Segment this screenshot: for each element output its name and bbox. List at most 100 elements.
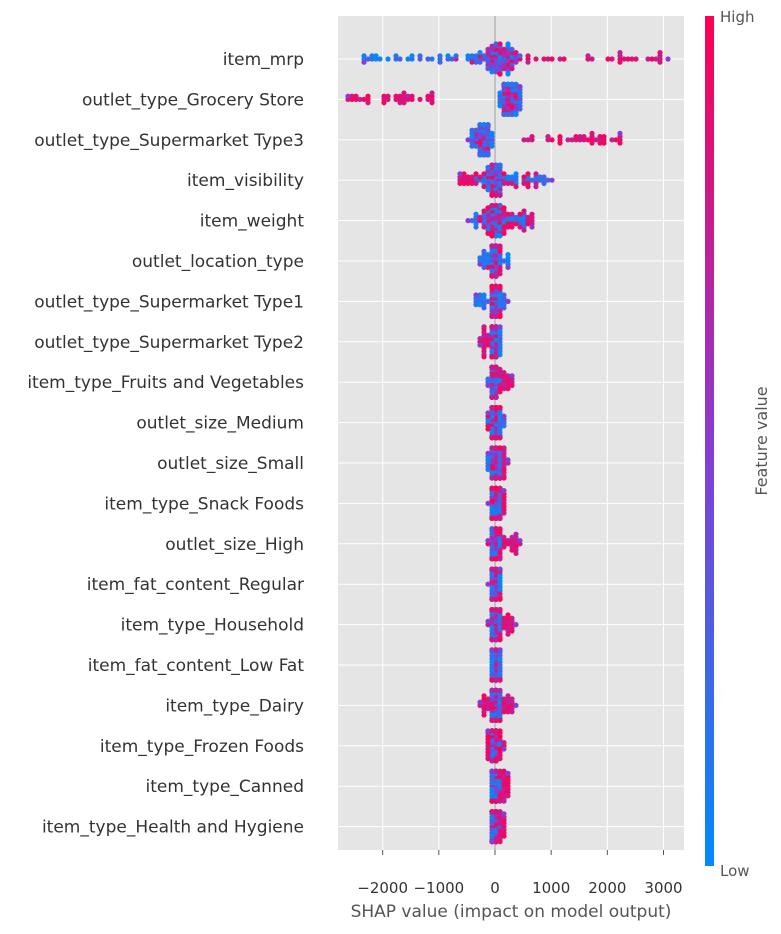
shap-point bbox=[509, 81, 515, 87]
shap-point bbox=[493, 768, 499, 774]
shap-point bbox=[541, 56, 547, 62]
shap-point bbox=[625, 56, 631, 62]
shap-point bbox=[481, 122, 487, 128]
shap-point bbox=[489, 647, 495, 653]
shap-point bbox=[601, 134, 607, 140]
shap-point bbox=[393, 93, 399, 99]
shap-point bbox=[485, 252, 491, 258]
shap-point bbox=[477, 122, 483, 128]
shap-point bbox=[521, 227, 527, 233]
shap-point bbox=[493, 273, 499, 279]
shap-point bbox=[465, 53, 471, 59]
shap-point bbox=[501, 768, 507, 774]
shap-point bbox=[489, 687, 495, 694]
shap-point bbox=[657, 59, 663, 65]
feature-label: item_weight bbox=[200, 212, 305, 232]
feature-dots-2 bbox=[465, 122, 623, 158]
shap-point bbox=[501, 258, 507, 264]
shap-point bbox=[501, 625, 507, 631]
feature-dots-0 bbox=[361, 41, 671, 77]
shap-point bbox=[645, 56, 651, 62]
shap-point bbox=[405, 56, 411, 62]
colorbar-low-label: Low bbox=[720, 862, 750, 880]
shap-point bbox=[489, 798, 495, 804]
shap-point bbox=[489, 637, 495, 643]
feature-dots-19 bbox=[489, 809, 507, 845]
feature-label: item_type_Canned bbox=[146, 777, 304, 797]
x-tick-label: 3000 bbox=[644, 879, 682, 897]
shap-point bbox=[469, 53, 475, 59]
shap-point bbox=[521, 174, 527, 180]
shap-point bbox=[489, 273, 495, 279]
shap-point bbox=[517, 53, 523, 59]
shap-point bbox=[493, 475, 499, 481]
shap-point bbox=[377, 56, 383, 62]
shap-point bbox=[501, 544, 507, 550]
shap-point bbox=[497, 405, 503, 411]
shap-point bbox=[493, 435, 499, 441]
shap-point bbox=[525, 184, 531, 190]
shap-point bbox=[501, 488, 507, 494]
shap-point bbox=[581, 134, 587, 140]
shap-point bbox=[493, 687, 499, 694]
shap-point bbox=[481, 152, 487, 158]
shap-point bbox=[489, 313, 495, 319]
shap-point bbox=[437, 59, 443, 65]
shap-point bbox=[357, 96, 363, 102]
feature-label: outlet_type_Supermarket Type1 bbox=[34, 292, 304, 312]
shap-point bbox=[485, 205, 491, 211]
feature-dots-9 bbox=[485, 405, 507, 441]
shap-point bbox=[409, 93, 415, 99]
shap-point bbox=[501, 746, 507, 752]
shap-point bbox=[509, 46, 515, 53]
shap-point bbox=[489, 394, 495, 400]
shap-point bbox=[501, 230, 507, 236]
feature-dots-12 bbox=[485, 526, 523, 562]
shap-point bbox=[425, 93, 431, 99]
shap-point bbox=[501, 475, 507, 481]
shap-point bbox=[501, 66, 507, 72]
shap-point bbox=[477, 59, 483, 65]
shap-point bbox=[617, 130, 623, 136]
shap-point bbox=[481, 171, 487, 177]
shap-point bbox=[489, 233, 495, 239]
shap-point bbox=[493, 324, 499, 330]
shap-point bbox=[493, 677, 499, 683]
shap-point bbox=[465, 218, 471, 224]
shap-point bbox=[489, 143, 495, 149]
shap-point bbox=[513, 221, 519, 227]
shap-point bbox=[489, 354, 495, 360]
shap-point bbox=[617, 50, 623, 56]
shap-point bbox=[505, 252, 511, 258]
shap-point bbox=[489, 839, 495, 845]
shap-point bbox=[501, 205, 507, 211]
shap-point bbox=[493, 243, 499, 249]
shap-point bbox=[497, 366, 503, 372]
shap-point bbox=[633, 56, 639, 62]
shap-point bbox=[497, 352, 503, 358]
shap-point bbox=[509, 174, 515, 180]
feature-dots-5 bbox=[477, 243, 511, 279]
shap-point bbox=[489, 192, 495, 198]
shap-point bbox=[605, 56, 611, 62]
shap-point bbox=[493, 41, 499, 47]
shap-point bbox=[501, 81, 507, 87]
shap-point bbox=[493, 647, 499, 653]
shap-point bbox=[493, 313, 499, 319]
shap-point bbox=[617, 140, 623, 146]
shap-point bbox=[505, 793, 511, 799]
shap-point bbox=[465, 180, 471, 186]
shap-point bbox=[485, 618, 491, 625]
feature-dots-15 bbox=[489, 647, 503, 683]
shap-point bbox=[489, 69, 495, 75]
shap-point bbox=[489, 607, 495, 613]
shap-point bbox=[465, 174, 471, 180]
shap-point bbox=[557, 134, 563, 140]
shap-point bbox=[493, 596, 499, 602]
feature-dots-17 bbox=[485, 728, 507, 764]
shap-point bbox=[505, 631, 511, 637]
shap-point bbox=[629, 56, 635, 62]
shap-point bbox=[473, 224, 479, 230]
colorbar-high-label: High bbox=[720, 8, 754, 26]
